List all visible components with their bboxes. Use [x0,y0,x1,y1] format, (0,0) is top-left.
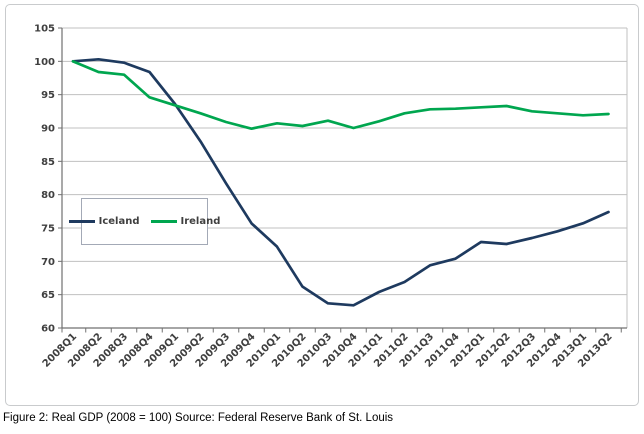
y-tick-label: 90 [41,124,55,135]
legend-label-ireland: Ireland [180,215,221,227]
y-tick-label: 85 [41,157,55,168]
y-tick-label: 100 [34,57,55,68]
y-tick-label: 80 [41,190,55,201]
ireland-line-swatch [150,220,177,223]
y-tick-label: 105 [34,24,55,35]
y-tick-label: 70 [41,257,55,268]
iceland-series-line [71,57,610,307]
iceland-line-swatch [68,220,95,223]
y-tick-label: 60 [41,324,55,335]
chart-legend: Iceland Ireland [68,198,220,245]
legend-item-ireland: Ireland [150,215,221,227]
y-tick-label: 75 [41,224,55,235]
legend-item-iceland: Iceland [68,215,140,227]
figure-caption: Figure 2: Real GDP (2008 = 100) Source: … [3,412,394,424]
y-tick-label: 65 [41,290,55,301]
legend-label-iceland: Iceland [98,215,140,227]
y-tick-label: 95 [41,90,55,101]
ireland-series-line [71,59,610,131]
